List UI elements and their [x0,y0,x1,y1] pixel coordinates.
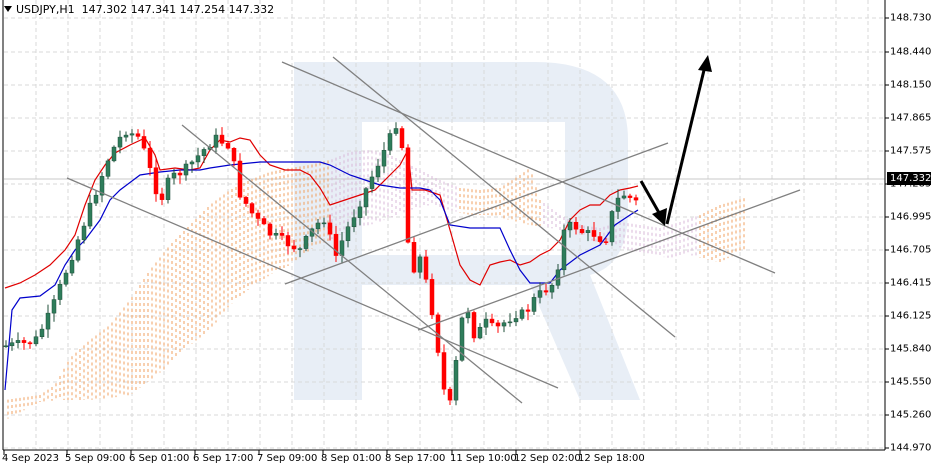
arrowhead-icon [652,208,667,226]
y-tick-label: 147.865 [890,112,931,124]
x-tick-label: 12 Sep 02:00 [514,453,581,464]
y-tick-label: 148.440 [890,46,931,58]
x-tick-label: 11 Sep 10:00 [450,453,517,464]
trend-line[interactable] [417,189,801,331]
x-tick-label: 5 Sep 09:00 [65,453,126,464]
x-tick-label: 6 Sep 01:00 [129,453,190,464]
y-tick-label: 145.260 [890,409,931,421]
chart-title: USDJPY,H1 147.302 147.341 147.254 147.33… [4,3,274,16]
ohlc-values: 147.302 147.341 147.254 147.332 [81,3,275,16]
y-tick-label: 147.575 [890,145,931,157]
trend-line[interactable] [332,56,676,338]
y-tick-label: 146.415 [890,277,931,289]
x-tick-label: 8 Sep 01:00 [321,453,382,464]
trend-line[interactable] [284,142,669,285]
y-tick-label: 144.970 [890,442,931,454]
y-tick-label: 146.705 [890,244,931,256]
dropdown-triangle-icon[interactable] [4,6,12,12]
y-tick-label: 145.550 [890,376,931,388]
ichimoku-cloud [7,150,745,419]
current-price-tag: 147.332 [887,172,931,185]
trend-lines[interactable] [66,56,801,404]
forecast-arrows[interactable] [639,55,712,226]
y-tick-label: 146.125 [890,310,931,322]
trend-line[interactable] [281,61,776,274]
y-tick-label: 148.730 [890,12,931,24]
y-tick-label: 145.840 [890,343,931,355]
x-tick-label: 8 Sep 17:00 [385,453,446,464]
forecast-arrow-up[interactable] [665,65,707,225]
axis-ticks [3,17,889,455]
x-tick-label: 4 Sep 2023 [2,453,60,464]
trend-line[interactable] [181,124,523,404]
x-tick-label: 7 Sep 09:00 [257,453,318,464]
x-tick-label: 6 Sep 17:00 [193,453,254,464]
y-tick-label: 146.995 [890,211,931,223]
symbol-timeframe: USDJPY,H1 [16,3,75,16]
trend-line[interactable] [66,177,559,389]
ichimoku-lines [4,137,639,391]
arrowhead-icon [698,55,712,72]
x-tick-label: 12 Sep 18:00 [578,453,645,464]
y-tick-label: 148.150 [890,79,931,91]
